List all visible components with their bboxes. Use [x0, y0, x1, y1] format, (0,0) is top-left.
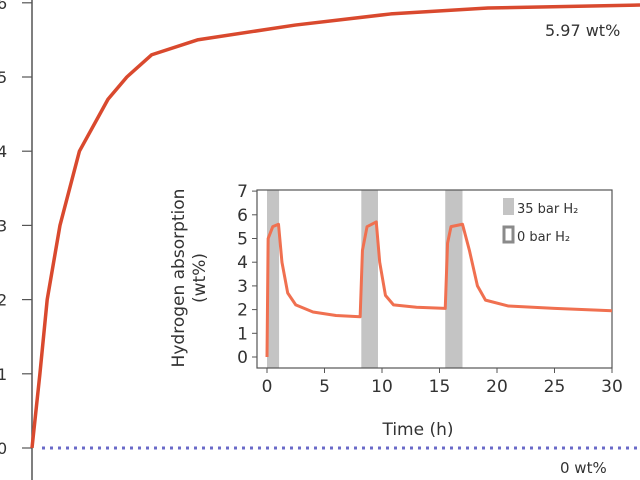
legend-label-35bar: 35 bar H₂	[517, 202, 578, 217]
x-axis-label: Time (h)	[381, 420, 453, 440]
y-tick-label: 3	[0, 216, 7, 235]
inset-frame	[256, 189, 613, 369]
y-tick-label: 4	[237, 253, 248, 273]
pressure-band-35bar	[445, 190, 463, 368]
x-tick-label: 30	[601, 377, 623, 397]
y-tick-label: 1	[0, 365, 7, 384]
y-axis-label-unit: (wt%)	[190, 253, 210, 303]
legend-swatch-35bar	[503, 198, 514, 215]
y-tick-label: 4	[0, 142, 7, 161]
y-tick-label: 3	[237, 277, 248, 297]
x-tick-label: 20	[486, 377, 508, 397]
y-tick-label: 2	[0, 291, 7, 310]
x-tick-label: 10	[371, 377, 393, 397]
x-tick-label: 15	[429, 377, 451, 397]
y-tick-label: 1	[237, 324, 248, 344]
y-tick-label: 0	[237, 348, 248, 368]
legend-swatch-0bar	[502, 225, 515, 244]
y-axis-label: Hydrogen absorption(wt%)	[169, 189, 210, 368]
y-tick-label: 0	[0, 439, 7, 458]
x-tick-label: 0	[262, 377, 273, 397]
x-tick-label: 25	[544, 377, 566, 397]
cycling-absorption-curve	[265, 220, 613, 358]
x-tick-label: 5	[319, 377, 330, 397]
pressure-band-35bar	[361, 190, 378, 368]
annotation-zero: 0 wt%	[560, 459, 607, 477]
absorption-curve	[30, 3, 640, 449]
y-tick-label: 2	[237, 301, 248, 321]
annotation-max: 5.97 wt%	[545, 21, 620, 40]
y-axis-label-line1: Hydrogen absorption	[169, 189, 189, 368]
y-tick-label: 5	[237, 230, 248, 250]
legend-label-0bar: 0 bar H₂	[517, 230, 570, 245]
y-tick-label: 6	[0, 0, 7, 13]
y-tick-label: 5	[0, 68, 7, 87]
inset-chart: 0 5 10 15 20 25 30 0 1 2 3 4 5 6 7 Time (h) Hydrogen abs…	[169, 182, 623, 440]
y-tick-label: 6	[237, 206, 248, 226]
y-tick-label: 7	[237, 182, 248, 202]
